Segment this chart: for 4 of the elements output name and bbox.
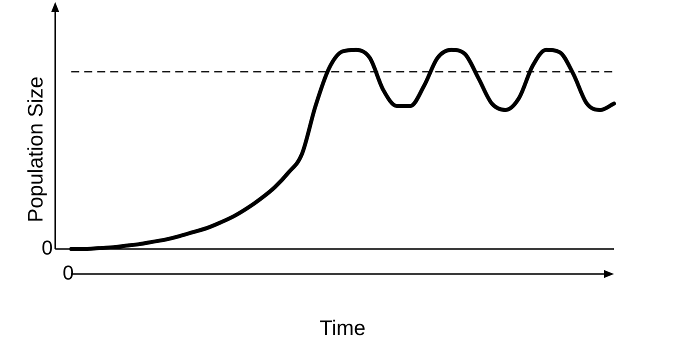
x-axis-title: Time	[320, 317, 366, 340]
y-axis-title: Population Size	[24, 76, 48, 222]
text: 0	[62, 262, 74, 284]
text: 0	[42, 237, 53, 260]
